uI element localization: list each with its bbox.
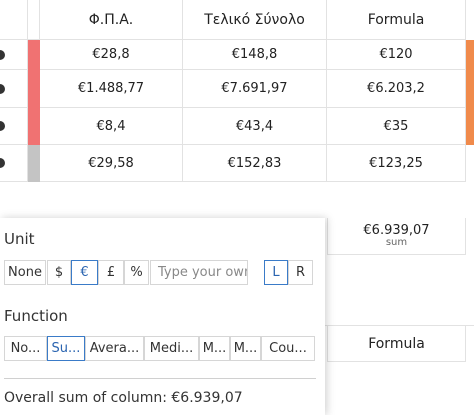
unit-button[interactable]: € (71, 260, 98, 285)
column-header[interactable]: Formula (327, 0, 466, 40)
table-cell[interactable]: €120 (327, 40, 466, 70)
divider (4, 378, 316, 379)
row-color-right (466, 70, 474, 108)
function-button[interactable]: M... (199, 336, 230, 361)
row-handle[interactable] (0, 70, 28, 108)
row-color (28, 40, 40, 70)
function-button[interactable]: Cou... (261, 336, 315, 361)
row-handle[interactable] (0, 108, 28, 145)
row-color (28, 70, 40, 108)
table-cell[interactable]: €1.488,77 (40, 70, 183, 108)
aggregation-popup: Unit Function Overall sum of column: €6.… (0, 218, 325, 415)
align-button[interactable]: L (264, 260, 288, 285)
table-cell[interactable]: €123,25 (327, 145, 466, 182)
function-button[interactable]: Avera... (85, 336, 144, 361)
align-button[interactable]: R (288, 260, 313, 285)
unit-title: Unit (4, 230, 35, 248)
table-cell[interactable]: €29,58 (40, 145, 183, 182)
unit-button[interactable]: None (4, 260, 46, 285)
table-cell[interactable]: €28,8 (40, 40, 183, 70)
header-cell (28, 0, 40, 40)
table-cell[interactable]: €148,8 (183, 40, 327, 70)
function-button[interactable]: Medi... (144, 336, 199, 361)
row-color (28, 108, 40, 145)
row-handle[interactable] (0, 145, 28, 182)
header-cell (0, 0, 28, 40)
table-cell[interactable]: €35 (327, 108, 466, 145)
row-dot (0, 49, 5, 60)
summary-cell: €6.939,07 sum (327, 218, 466, 255)
table-cell[interactable]: €152,83 (183, 145, 327, 182)
row-color-right (466, 40, 474, 70)
unit-button[interactable]: % (124, 260, 149, 285)
row-color (28, 145, 40, 182)
summary-value: €6.939,07 (363, 222, 430, 238)
function-button[interactable]: No... (4, 336, 47, 361)
row-dot (0, 158, 5, 168)
function-title: Function (4, 307, 68, 325)
table-cell[interactable]: €8,4 (40, 108, 183, 145)
row-color-right (466, 108, 474, 145)
summary-label: sum (385, 236, 408, 248)
lower-header[interactable]: Formula (327, 325, 466, 362)
function-button[interactable]: M... (230, 336, 261, 361)
table-cell[interactable]: €7.691,97 (183, 70, 327, 108)
row-dot (0, 83, 5, 94)
function-button[interactable]: Su... (47, 336, 85, 361)
custom-unit-input[interactable]: Type your own (150, 260, 248, 285)
column-header[interactable]: Τελικό Σύνολο (183, 0, 327, 40)
row-handle[interactable] (0, 40, 28, 70)
unit-button[interactable]: £ (98, 260, 124, 285)
footer-sum: Overall sum of column: €6.939,07 (4, 390, 243, 406)
unit-button[interactable]: $ (47, 260, 71, 285)
row-dot (0, 121, 5, 131)
column-header[interactable]: Φ.Π.Α. (40, 0, 183, 40)
table-cell[interactable]: €6.203,2 (327, 70, 466, 108)
table-cell[interactable]: €43,4 (183, 108, 327, 145)
